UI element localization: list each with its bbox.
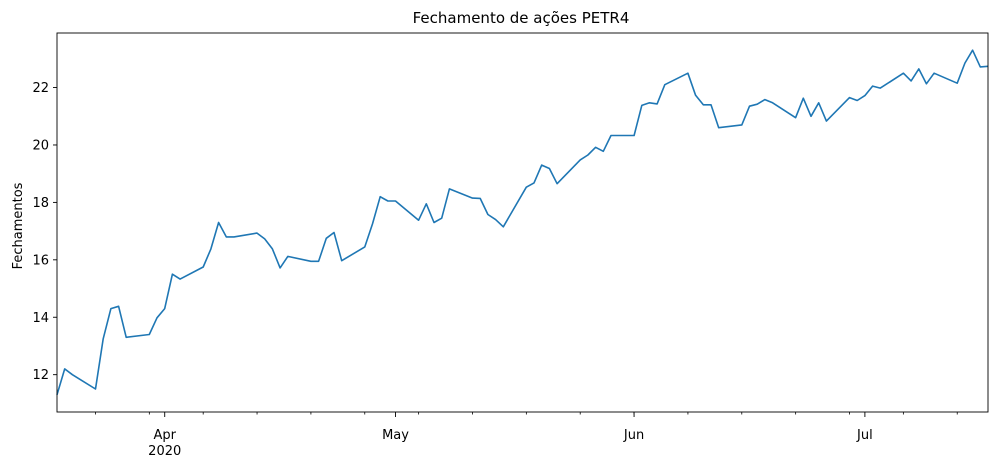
y-tick-label: 20 [32,138,49,153]
y-tick-label: 14 [32,311,49,326]
series-line [56,49,989,396]
y-tick-label: 16 [32,253,49,268]
y-tick-label: 12 [32,368,49,383]
x-tick-label: Apr [153,428,176,443]
plot-frame [56,32,989,413]
y-tick-label: 18 [32,196,49,211]
x-tick-label: May [382,428,409,443]
x-tick-sublabel: 2020 [148,444,181,459]
x-tick-label: Jul [856,428,873,443]
y-tick-label: 22 [32,81,49,96]
chart-title: Fechamento de ações PETR4 [413,9,630,27]
y-axis-title: Fechamentos [11,182,26,269]
x-tick-label: Jun [623,428,644,443]
